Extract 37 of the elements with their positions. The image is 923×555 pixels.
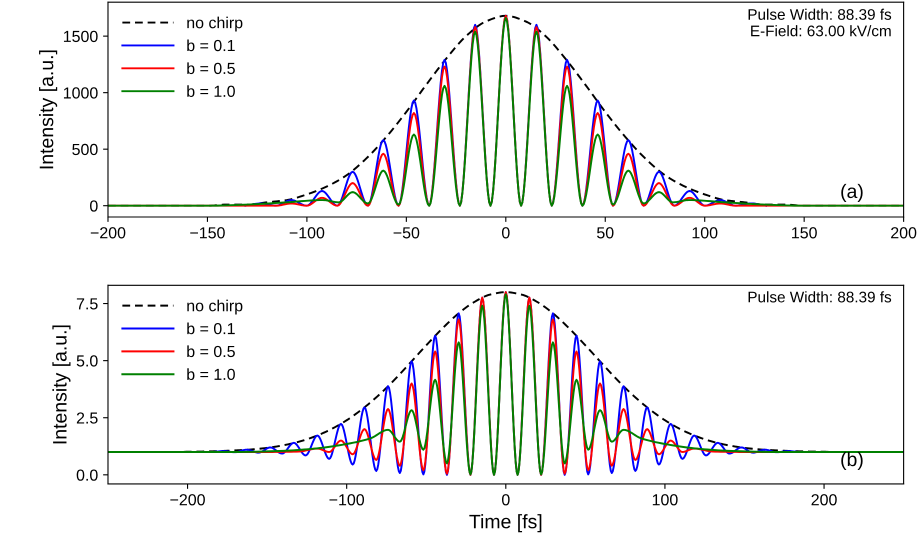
y-tick-label: 2.5	[76, 412, 98, 424]
y-tick-label: 0	[90, 200, 98, 212]
y-tick-label: 5.0	[76, 355, 98, 367]
x-axis-title: Time [fs]	[469, 514, 542, 532]
y-axis-title: Intensity [a.u.]	[52, 325, 71, 444]
x-tick-label: −100	[290, 227, 324, 238]
y-axis-title: Intensity [a.u.]	[39, 50, 58, 168]
y-tick-label: 0.0	[76, 469, 98, 481]
y-tick-label: 1000	[64, 87, 98, 99]
x-tick-label: 150	[792, 227, 817, 238]
legend-label: b = 0.1	[187, 39, 235, 52]
y-tick-label: 7.5	[76, 298, 98, 310]
x-tick-label: −200	[170, 494, 205, 506]
x-tick-label: −100	[329, 494, 364, 506]
legend-label: no chirp	[187, 16, 242, 32]
y-tick-label: 1500	[64, 30, 98, 42]
legend-label: b = 1.0	[187, 368, 235, 380]
x-tick-label: 100	[692, 227, 718, 238]
annotation: Pulse Width: 88.39 fs	[748, 291, 892, 302]
x-tick-label: −50	[394, 227, 420, 238]
annotation: (a)	[841, 184, 863, 202]
legend-label: b = 0.5	[187, 62, 235, 74]
x-tick-label: 200	[891, 227, 916, 238]
x-tick-label: 0	[502, 227, 510, 238]
legend-label: no chirp	[187, 300, 242, 315]
x-tick-label: 0	[502, 494, 510, 506]
x-tick-label: −150	[190, 227, 225, 238]
y-tick-label: 500	[72, 144, 98, 156]
legend-label: b = 1.0	[187, 85, 235, 97]
legend-label: b = 0.5	[187, 345, 235, 358]
annotation: Pulse Width: 88.39 fs E-Field: 63.00 kV/cm	[748, 8, 892, 36]
legend-label: b = 0.1	[187, 322, 235, 334]
annotation: (b)	[841, 452, 863, 470]
x-tick-label: 50	[597, 227, 614, 238]
x-tick-label: 100	[652, 494, 678, 506]
x-tick-label: −200	[90, 227, 126, 238]
x-tick-label: 200	[812, 494, 837, 506]
